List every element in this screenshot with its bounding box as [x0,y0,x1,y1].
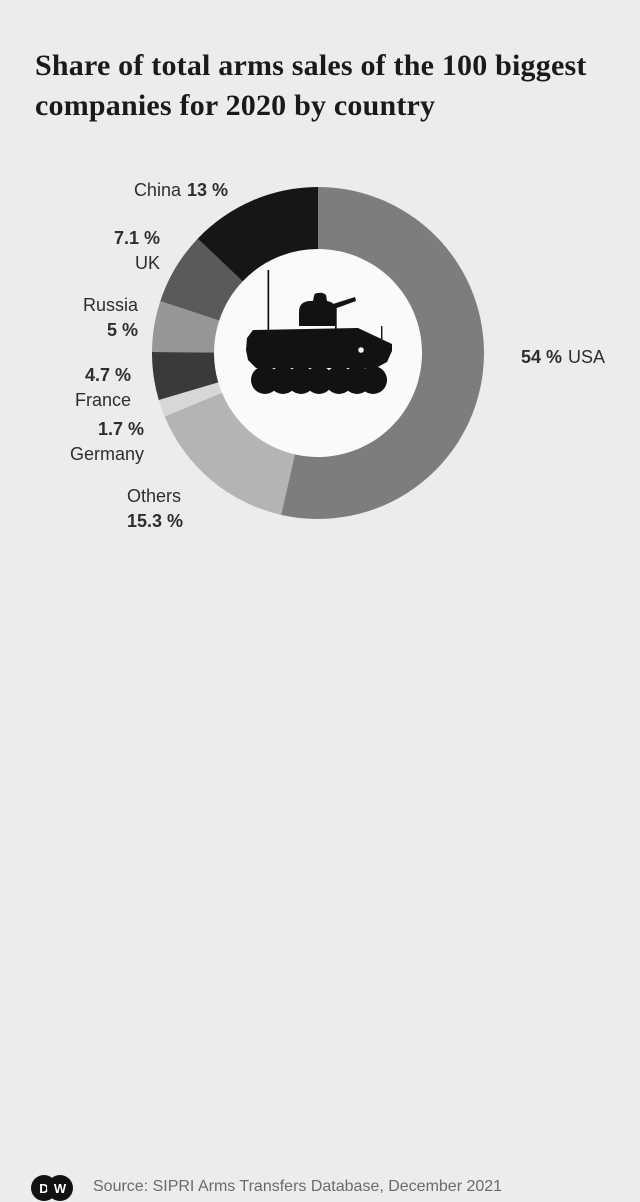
footer: D W Source: SIPRI Arms Transfers Databas… [0,584,640,1201]
callout-germany-value: 1.7 % [97,419,144,439]
callout-china-value: 13 % [186,180,228,200]
donut-segment-usa [281,187,484,519]
callout-russia-value: 5 % [106,320,138,340]
callout-germany-name: Germany [69,444,144,464]
callout-usa-value: 54 % [521,347,563,367]
callout-uk-name: UK [134,253,160,273]
donut-segment-china [197,187,318,282]
callout-france: 4.7 % France [75,363,131,413]
callout-others-name: Others [127,486,182,506]
callout-china: China 13 % [134,178,228,203]
callout-usa: 54 % USA [521,345,605,370]
callout-france-value: 4.7 % [84,365,131,385]
callout-others-value: 15.3 % [127,511,184,531]
armored-vehicle-icon [243,268,393,398]
callout-usa-name: USA [568,347,606,367]
callout-uk-value: 7.1 % [113,228,160,248]
infographic-canvas: Share of total arms sales of the 100 big… [0,49,640,1201]
callout-russia-name: Russia [82,295,138,315]
donut-segment-uk [160,238,243,321]
source-text: Source: SIPRI Arms Transfers Database, D… [93,1178,503,1195]
donut-segment-russia [152,301,220,353]
donut-segment-france [152,351,219,400]
dw-logo-w-circle: W [47,1175,73,1201]
donut-segment-others [164,392,295,515]
callout-others: Others 15.3 % [127,484,183,534]
dw-logo: D W [31,1175,73,1202]
callout-germany: 1.7 % Germany [70,417,144,467]
callout-russia: Russia 5 % [83,293,138,343]
callout-uk: 7.1 % UK [114,226,160,276]
callout-france-name: France [74,390,131,410]
donut-segment-germany [158,382,222,417]
chart-title: Share of total arms sales of the 100 big… [35,49,587,123]
callout-china-name: China [133,180,181,200]
